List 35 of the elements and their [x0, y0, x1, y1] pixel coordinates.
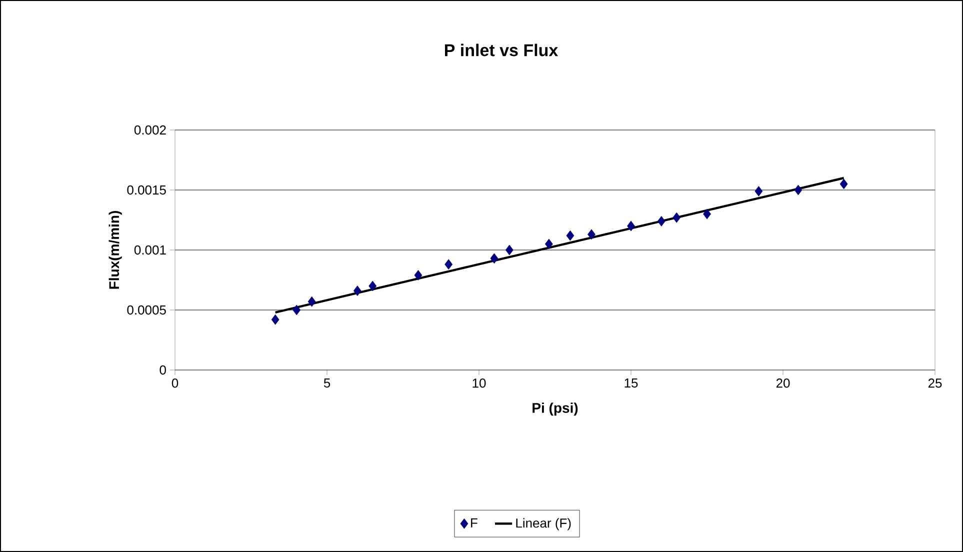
x-tick-label: 10 — [472, 378, 486, 388]
chart-title: P inlet vs Flux — [444, 44, 558, 56]
point — [588, 229, 596, 240]
point — [566, 230, 574, 241]
x-tick-label: 15 — [624, 378, 638, 388]
point — [368, 280, 377, 292]
legend-label: F — [471, 518, 478, 528]
legend-label: Linear (F) — [516, 518, 571, 530]
point — [657, 216, 666, 226]
y-tick-label: 0.001 — [134, 245, 166, 255]
point — [754, 186, 763, 196]
point — [505, 244, 514, 256]
y-tick-label: 0 — [160, 365, 166, 375]
x-tick-label: 25 — [928, 378, 942, 388]
point — [627, 220, 635, 232]
point — [292, 304, 301, 316]
point — [308, 296, 316, 307]
y-tick-label: 0.0015 — [127, 185, 166, 195]
point — [271, 314, 280, 325]
x-axis-title: Pi (psi) — [532, 402, 578, 416]
x-tick-label: 5 — [324, 378, 330, 388]
y-tick-label: 0.0005 — [127, 305, 166, 315]
y-axis-title: Flux(m/min) — [108, 211, 122, 289]
point — [840, 178, 848, 190]
point — [444, 259, 453, 270]
point — [544, 238, 553, 250]
point — [414, 270, 422, 280]
y-tick-label: 0.002 — [134, 125, 166, 135]
x-tick-label: 0 — [172, 378, 178, 388]
point — [794, 184, 802, 196]
point — [490, 253, 498, 264]
point — [353, 286, 362, 296]
point — [703, 208, 711, 220]
x-tick-label: 20 — [776, 378, 790, 388]
point — [672, 212, 681, 223]
